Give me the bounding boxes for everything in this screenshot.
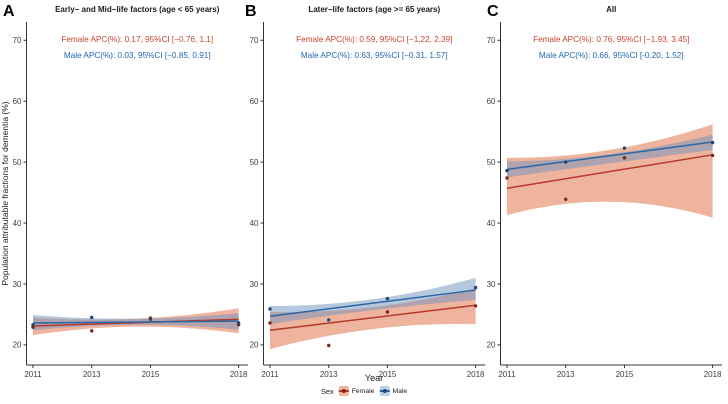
- confidence-band-male-b: [270, 277, 476, 325]
- legend-item-male: Male: [379, 386, 407, 396]
- data-point-male-2015-c: [622, 146, 627, 150]
- x-tick-label-2013-a: 2013: [83, 370, 101, 379]
- data-point-female-2011-b: [268, 321, 272, 325]
- y-tick-label-70-b: 70: [250, 36, 259, 45]
- data-point-male-2011-b: [268, 307, 272, 311]
- apc-annotation-male-c: Male APC(%): 0.66, 95%CI [-0.20, 1.52]: [539, 51, 684, 60]
- data-point-female-2011-c: [505, 176, 509, 180]
- legend-key-dot: [382, 389, 387, 393]
- data-point-male-2011-c: [505, 168, 509, 173]
- y-tick-label-20-b: 20: [250, 341, 259, 350]
- data-point-female-2013-c: [564, 197, 568, 201]
- data-point-female-2018-c: [710, 153, 715, 158]
- y-tick-label-40-a: 40: [13, 219, 22, 228]
- data-point-female-2018-b: [473, 304, 478, 308]
- panel-title-c: All: [606, 5, 616, 14]
- y-axis-title: Population attributable fractions for de…: [0, 101, 10, 285]
- data-point-female-2015-c: [622, 156, 627, 160]
- data-point-female-2011-a: [31, 325, 35, 329]
- y-tick-label-50-c: 50: [487, 158, 496, 167]
- x-tick-label-2011-c: 2011: [498, 370, 516, 379]
- x-tick-label-2011-b: 2011: [261, 370, 279, 379]
- data-point-male-2018-c: [710, 140, 715, 145]
- data-point-male-2015-b: [385, 296, 390, 301]
- y-tick-label-30-a: 30: [13, 280, 22, 289]
- x-tick-label-2018-b: 2018: [467, 370, 485, 379]
- apc-annotation-female-c: Female APC(%): 0.76, 95%CI [−1.93, 3.45]: [533, 35, 689, 44]
- y-tick-label-70-a: 70: [13, 36, 22, 45]
- legend-item-female: Female: [338, 386, 375, 396]
- data-point-male-2015-a: [148, 317, 153, 322]
- y-tick-label-20-c: 20: [487, 341, 496, 350]
- data-point-male-2013-b: [327, 318, 331, 322]
- trend-line-female-b: [269, 304, 476, 332]
- data-point-male-2018-b: [473, 285, 478, 290]
- panel-letter-a: A: [3, 3, 15, 20]
- y-tick-label-40-c: 40: [487, 219, 496, 228]
- x-axis-title: Year: [365, 373, 383, 383]
- legend-label-male: Male: [392, 387, 408, 395]
- data-point-female-2015-b: [385, 310, 390, 314]
- y-tick-label-50-a: 50: [13, 158, 22, 167]
- x-tick-label-2011-a: 2011: [24, 370, 42, 379]
- trend-line-male-c: [506, 141, 713, 171]
- panel-title-b: Later−life factors (age >= 65 years): [308, 5, 440, 14]
- y-tick-label-70-c: 70: [487, 36, 496, 45]
- y-tick-label-60-c: 60: [487, 97, 496, 106]
- data-point-female-2013-b: [327, 343, 331, 348]
- legend-key-female-icon: [338, 386, 349, 396]
- trend-line-female-c: [506, 154, 713, 190]
- x-tick-label-2013-b: 2013: [320, 370, 338, 379]
- panel-letter-b: B: [245, 3, 257, 20]
- x-tick-label-2013-c: 2013: [557, 370, 575, 379]
- data-point-male-2013-a: [90, 315, 94, 320]
- x-tick-label-2015-b: 2015: [379, 370, 397, 379]
- y-tick-label-30-b: 30: [250, 280, 259, 289]
- data-point-male-2018-a: [236, 321, 241, 325]
- apc-annotation-female-b: Female APC(%): 0.59, 95%CI [−1.22, 2.39]: [296, 35, 452, 44]
- y-tick-label-20-a: 20: [13, 341, 22, 350]
- trend-line-male-a: [32, 320, 239, 324]
- legend-label-female: Female: [351, 387, 375, 395]
- y-tick-label-30-c: 30: [487, 280, 496, 289]
- apc-annotation-male-b: Male APC(%): 0.63, 95%CI [−0.31, 1.57]: [301, 51, 448, 60]
- y-tick-label-60-a: 60: [13, 97, 22, 106]
- panel-letter-c: C: [487, 3, 499, 20]
- x-tick-label-2018-a: 2018: [230, 370, 248, 379]
- data-point-female-2013-a: [90, 329, 94, 333]
- y-tick-label-50-b: 50: [250, 158, 259, 167]
- x-tick-label-2018-c: 2018: [704, 370, 722, 379]
- legend-key-male-icon: [379, 386, 390, 396]
- legend-title: Sex: [320, 386, 334, 396]
- data-point-male-2013-c: [564, 160, 568, 164]
- sex-legend: Sex Female Male: [321, 386, 407, 396]
- y-tick-label-40-b: 40: [250, 219, 259, 228]
- apc-annotation-male-a: Male APC(%): 0.03, 95%CI [−0.85, 0.91]: [64, 51, 211, 60]
- x-tick-label-2015-c: 2015: [616, 370, 634, 379]
- trend-line-male-b: [269, 289, 476, 318]
- apc-annotation-female-a: Female APC(%): 0.17, 95%CI [−0.76, 1.1]: [61, 35, 213, 44]
- panel-title-a: Early− and Mid−life factors (age < 65 ye…: [55, 5, 220, 14]
- data-point-male-2011-a: [31, 323, 35, 327]
- y-tick-label-60-b: 60: [250, 97, 259, 106]
- x-tick-label-2015-a: 2015: [142, 370, 160, 379]
- legend-key-dot: [341, 389, 346, 393]
